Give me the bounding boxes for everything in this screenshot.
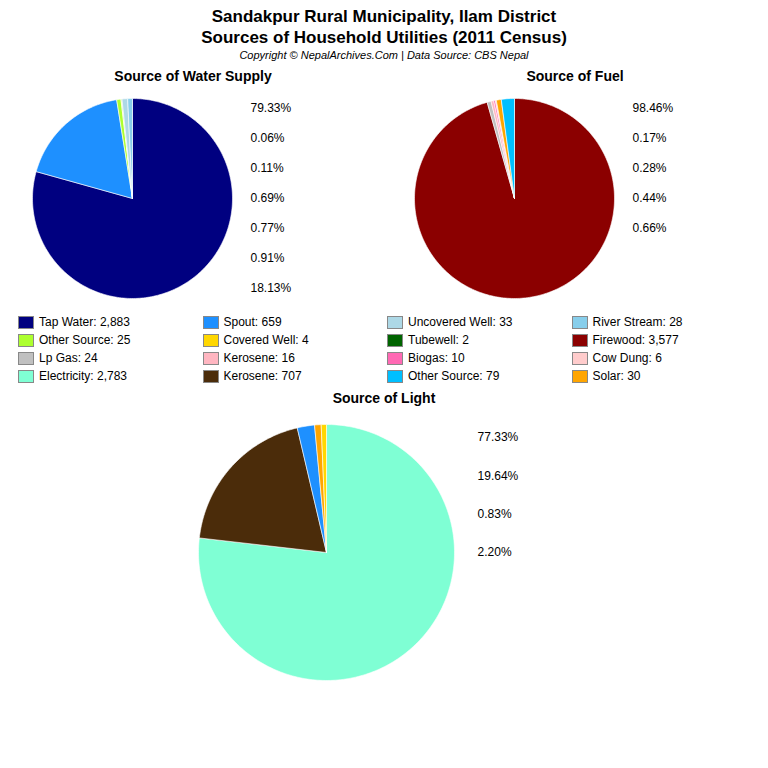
html-text:Covered Well: 4: Covered Well: 4 [223, 333, 309, 347]
svg-text:0.83%: 0.83% [478, 507, 512, 521]
svg-text:2.20%: 2.20% [478, 545, 512, 559]
svg-text:77.33%: 77.33% [478, 430, 519, 444]
html-text:Other Source: 25: Other Source: 25 [39, 333, 131, 347]
html-text:Solar: 30: Solar: 30 [592, 369, 641, 383]
html-text:Kerosene: 707: Kerosene: 707 [223, 369, 302, 383]
svg-text:0.69%: 0.69% [251, 191, 285, 205]
svg-text:0.06%: 0.06% [251, 131, 285, 145]
html-text:Electricity: 2,783: Electricity: 2,783 [39, 369, 127, 383]
svg-text:0.11%: 0.11% [251, 161, 284, 175]
html-text:Other Source: 79: Other Source: 79 [408, 369, 500, 383]
html-text:Lp Gas: 24: Lp Gas: 24 [39, 351, 98, 365]
html-text:River Stream: 28: River Stream: 28 [592, 315, 683, 329]
svg-text:98.46%: 98.46% [633, 101, 674, 115]
html-text:Sources of Household Utilities: Sources of Household Utilities (2011 Cen… [201, 28, 567, 47]
svg-text:0.28%: 0.28% [633, 161, 667, 175]
html-text:Sandakpur Rural Municipality,: Sandakpur Rural Municipality, Ilam Distr… [211, 7, 557, 26]
svg-text:19.64%: 19.64% [478, 469, 519, 483]
html-text:Biogas: 10: Biogas: 10 [408, 351, 465, 365]
html-text:Copyright © NepalArchives.Com: Copyright © NepalArchives.Com | Data Sou… [239, 49, 529, 61]
html-text:Source of Fuel: Source of Fuel [526, 68, 624, 84]
html-text:Tubewell: 2: Tubewell: 2 [408, 333, 469, 347]
html-text:Source of Light: Source of Light [332, 390, 436, 406]
svg-text:0.77%: 0.77% [251, 221, 285, 235]
html-text:Kerosene: 16: Kerosene: 16 [223, 351, 295, 365]
html-text:Uncovered Well: 33: Uncovered Well: 33 [408, 315, 513, 329]
svg-text:0.66%: 0.66% [633, 221, 667, 235]
svg-text:18.13%: 18.13% [251, 281, 292, 295]
html-text:Cow Dung: 6: Cow Dung: 6 [592, 351, 662, 365]
svg-text:79.33%: 79.33% [251, 101, 292, 115]
html-text:Source of Water Supply: Source of Water Supply [114, 68, 272, 84]
html-text:Spout: 659: Spout: 659 [223, 315, 282, 329]
html-text:Firewood: 3,577: Firewood: 3,577 [592, 333, 679, 347]
svg-text:0.17%: 0.17% [633, 131, 667, 145]
html-text:Tap Water: 2,883: Tap Water: 2,883 [39, 315, 130, 329]
svg-text:0.91%: 0.91% [251, 251, 285, 265]
svg-text:0.44%: 0.44% [633, 191, 667, 205]
